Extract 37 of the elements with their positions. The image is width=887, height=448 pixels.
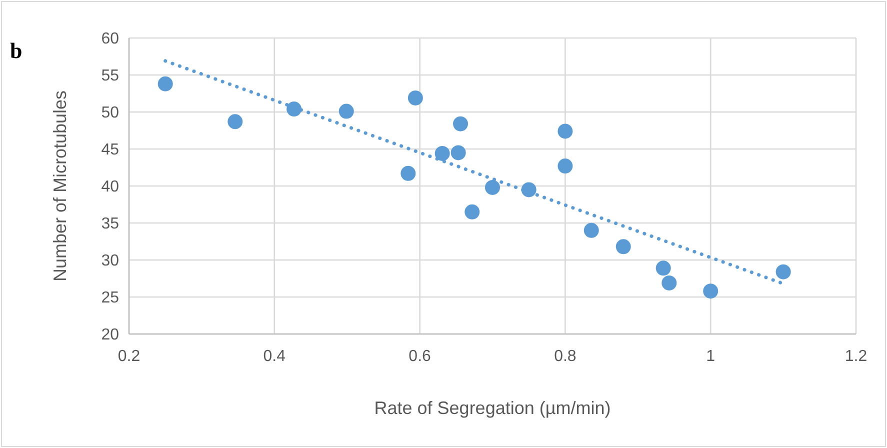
point bbox=[464, 204, 480, 220]
y-tick-label: 50 bbox=[101, 104, 120, 122]
y-tick-label: 45 bbox=[101, 142, 120, 159]
x-tick-label: 0.2 bbox=[118, 348, 140, 365]
y-tick-label: 25 bbox=[101, 290, 120, 307]
point bbox=[434, 146, 450, 161]
y-tick-label: 35 bbox=[101, 216, 120, 233]
x-axis-title: Rate of Segregation (µm/min) bbox=[374, 398, 611, 418]
x-tick-label: 0.4 bbox=[263, 348, 286, 365]
x-tick-label: 1.2 bbox=[844, 348, 868, 365]
point bbox=[158, 76, 173, 92]
y-tick-label: 20 bbox=[101, 326, 120, 344]
x-tick-label: 1 bbox=[706, 348, 716, 365]
point bbox=[616, 239, 631, 254]
point bbox=[450, 145, 466, 160]
point bbox=[662, 275, 677, 290]
point bbox=[453, 116, 468, 132]
point bbox=[558, 158, 573, 174]
point bbox=[400, 166, 416, 181]
y-tick-label: 40 bbox=[101, 178, 120, 196]
point bbox=[485, 180, 500, 195]
x-tick-label: 0.8 bbox=[554, 348, 576, 365]
y-axis-title: Number of Microtubules bbox=[50, 90, 70, 282]
y-tick-label: 55 bbox=[101, 68, 120, 85]
point bbox=[584, 222, 599, 238]
point bbox=[408, 90, 423, 106]
point bbox=[338, 104, 354, 119]
x-tick-label: 0.6 bbox=[408, 348, 432, 365]
y-tick-label: 60 bbox=[101, 30, 120, 48]
point bbox=[776, 264, 791, 280]
point bbox=[286, 102, 302, 117]
point bbox=[558, 124, 573, 139]
text: b bbox=[10, 38, 22, 63]
point bbox=[228, 114, 243, 130]
point bbox=[656, 260, 671, 276]
point bbox=[703, 284, 718, 299]
y-tick-label: 30 bbox=[101, 252, 120, 270]
